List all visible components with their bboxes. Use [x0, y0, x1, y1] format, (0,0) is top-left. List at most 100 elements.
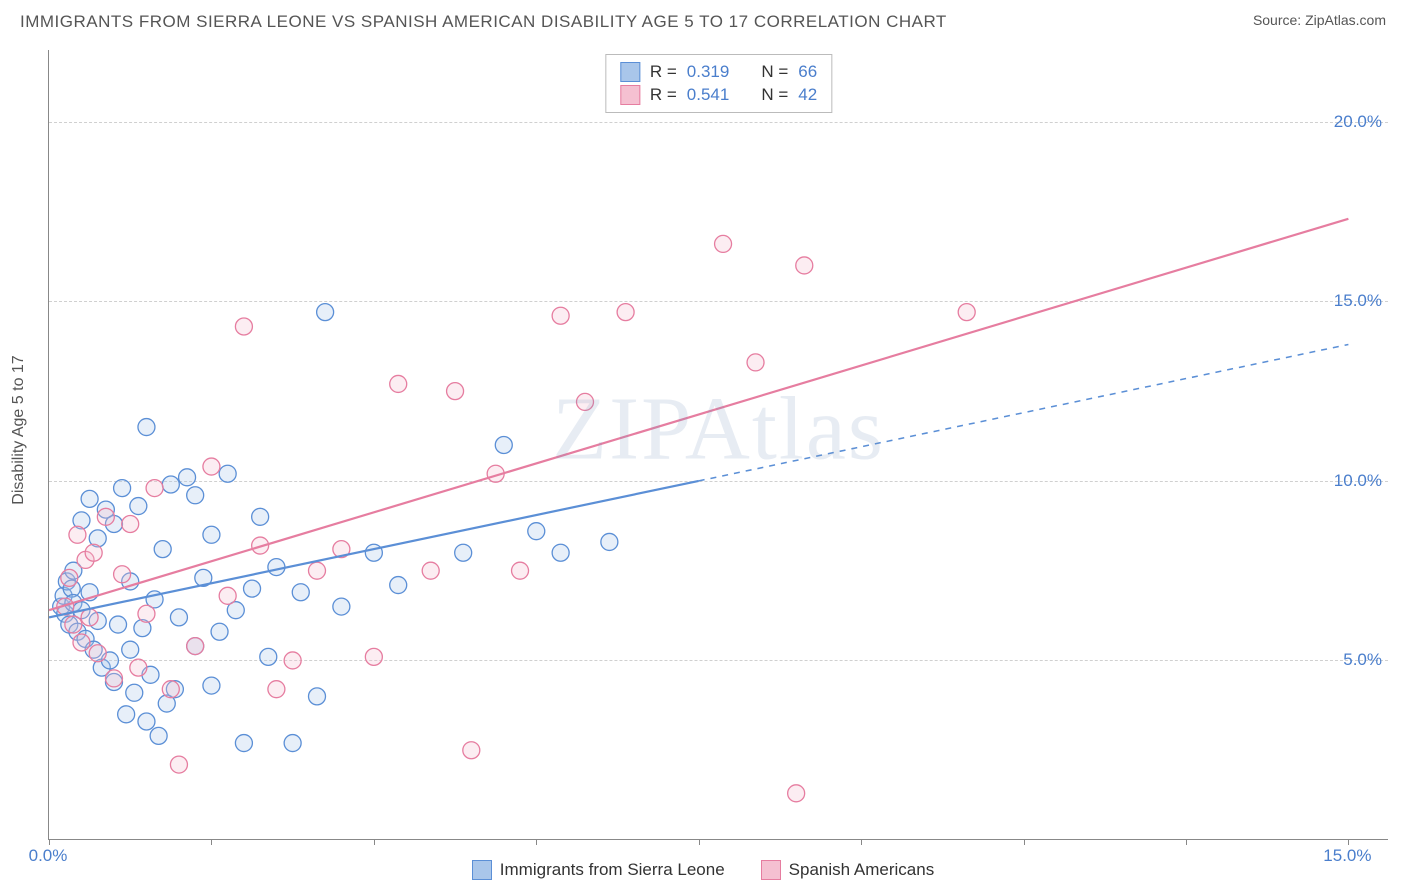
data-point [617, 304, 634, 321]
legend-swatch [761, 860, 781, 880]
data-point [715, 235, 732, 252]
data-point [150, 727, 167, 744]
data-point [235, 735, 252, 752]
data-point [162, 476, 179, 493]
source-attribution: Source: ZipAtlas.com [1253, 12, 1386, 28]
data-point [130, 498, 147, 515]
stat-n-label: N = [761, 62, 788, 82]
legend-item: Spanish Americans [761, 860, 935, 880]
data-point [495, 437, 512, 454]
stats-row: R = 0.541 N = 42 [620, 85, 817, 105]
data-point [244, 580, 261, 597]
data-point [81, 490, 98, 507]
legend-swatch [620, 62, 640, 82]
data-point [292, 584, 309, 601]
data-point [260, 648, 277, 665]
data-point [422, 562, 439, 579]
data-point [219, 465, 236, 482]
source-prefix: Source: [1253, 12, 1305, 28]
data-point [170, 756, 187, 773]
data-point [69, 526, 86, 543]
data-point [203, 677, 220, 694]
data-point [130, 659, 147, 676]
legend-label: Spanish Americans [789, 860, 935, 880]
data-point [235, 318, 252, 335]
data-point [390, 375, 407, 392]
stat-r-label: R = [650, 85, 677, 105]
data-point [211, 623, 228, 640]
data-point [138, 605, 155, 622]
data-point [203, 458, 220, 475]
data-point [203, 526, 220, 543]
stat-n-value: 42 [798, 85, 817, 105]
trend-line [49, 481, 699, 617]
data-point [284, 735, 301, 752]
data-point [390, 577, 407, 594]
data-point [309, 688, 326, 705]
data-point [958, 304, 975, 321]
data-point [577, 393, 594, 410]
data-point [122, 641, 139, 658]
data-point [126, 684, 143, 701]
data-point [73, 634, 90, 651]
data-point [552, 307, 569, 324]
stat-n-label: N = [761, 85, 788, 105]
data-point [317, 304, 334, 321]
data-point [219, 587, 236, 604]
stat-r-label: R = [650, 62, 677, 82]
data-point [512, 562, 529, 579]
data-point [252, 508, 269, 525]
scatter-svg [49, 50, 1389, 840]
data-point [284, 652, 301, 669]
stat-n-value: 66 [798, 62, 817, 82]
data-point [114, 480, 131, 497]
stats-row: R = 0.319 N = 66 [620, 62, 817, 82]
data-point [105, 670, 122, 687]
data-point [162, 681, 179, 698]
data-point [154, 541, 171, 558]
data-point [552, 544, 569, 561]
source-link[interactable]: ZipAtlas.com [1305, 12, 1386, 28]
stat-r-value: 0.319 [687, 62, 730, 82]
data-point [179, 469, 196, 486]
data-point [122, 516, 139, 533]
data-point [796, 257, 813, 274]
data-point [138, 713, 155, 730]
chart-title: IMMIGRANTS FROM SIERRA LEONE VS SPANISH … [20, 12, 947, 32]
data-point [187, 487, 204, 504]
data-point [365, 648, 382, 665]
stats-legend: R = 0.319 N = 66 R = 0.541 N = 42 [605, 54, 832, 113]
data-point [455, 544, 472, 561]
legend-item: Immigrants from Sierra Leone [472, 860, 725, 880]
data-point [309, 562, 326, 579]
data-point [65, 616, 82, 633]
data-point [268, 681, 285, 698]
series-legend: Immigrants from Sierra Leone Spanish Amer… [0, 860, 1406, 880]
data-point [81, 609, 98, 626]
data-point [601, 533, 618, 550]
stat-r-value: 0.541 [687, 85, 730, 105]
trend-line-extrapolated [699, 344, 1349, 480]
data-point [333, 598, 350, 615]
data-point [97, 508, 114, 525]
legend-swatch [472, 860, 492, 880]
trend-line [49, 219, 1348, 610]
data-point [110, 616, 127, 633]
data-point [187, 638, 204, 655]
data-point [146, 480, 163, 497]
data-point [268, 559, 285, 576]
data-point [447, 383, 464, 400]
data-point [85, 544, 102, 561]
data-point [170, 609, 187, 626]
legend-swatch [620, 85, 640, 105]
y-axis-title: Disability Age 5 to 17 [10, 355, 28, 504]
data-point [463, 742, 480, 759]
data-point [89, 645, 106, 662]
data-point [61, 569, 78, 586]
data-point [788, 785, 805, 802]
legend-label: Immigrants from Sierra Leone [500, 860, 725, 880]
data-point [528, 523, 545, 540]
chart-plot-area: 5.0%10.0%15.0%20.0% R = 0.319N = 66R = 0… [48, 50, 1388, 840]
data-point [747, 354, 764, 371]
data-point [118, 706, 135, 723]
